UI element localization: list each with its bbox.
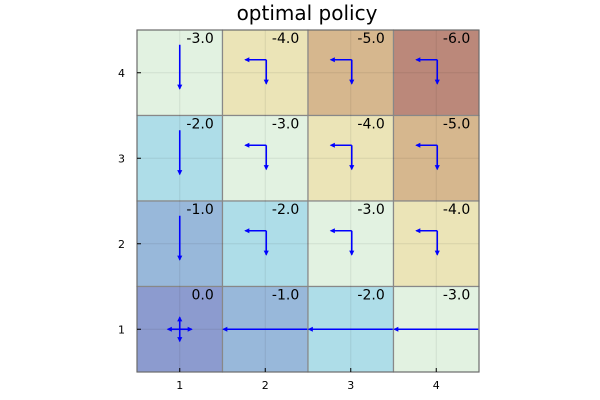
value-label: -1.0 [272,287,299,303]
y-tick-label: 1 [118,323,125,336]
cell-2-4 [221,29,309,117]
y-tick-label: 4 [118,67,125,80]
value-label: -5.0 [357,31,384,47]
value-label: -2.0 [272,202,299,218]
value-label: -4.0 [272,31,299,47]
x-tick-label: 3 [347,379,354,392]
value-label: -2.0 [186,116,213,132]
plot-frame [136,29,480,373]
value-label: -1.0 [186,202,213,218]
value-label: -3.0 [272,116,299,132]
value-labels: -3.0 -4.0 -5.0 -6.0 -2.0 -3.0 -4.0 -5.0 -1.0 -2.0… [186,31,470,304]
x-tick-label: 4 [433,379,440,392]
chart-title: optimal policy [237,1,378,25]
policy-arrows [166,44,479,343]
value-label: -3.0 [357,202,384,218]
value-label: -4.0 [443,202,470,218]
x-tick-label: 1 [176,379,183,392]
axis-ticks: 1 2 3 4 1 2 3 4 [118,67,440,392]
value-label: -4.0 [357,116,384,132]
value-label: -3.0 [186,31,213,47]
cell-2-2 [221,200,309,288]
grid-cells [136,29,480,373]
value-label: -2.0 [357,287,384,303]
cell-2-3 [221,114,309,202]
value-label: -6.0 [443,31,470,47]
value-label: -5.0 [443,116,470,132]
value-label: 0.0 [191,287,213,303]
y-tick-label: 2 [118,238,125,251]
cell-4-2 [392,200,480,288]
x-tick-label: 2 [262,379,269,392]
y-tick-label: 3 [118,152,125,165]
cell-4-3 [392,114,480,202]
value-label: -3.0 [443,287,470,303]
cell-4-4 [392,29,480,117]
